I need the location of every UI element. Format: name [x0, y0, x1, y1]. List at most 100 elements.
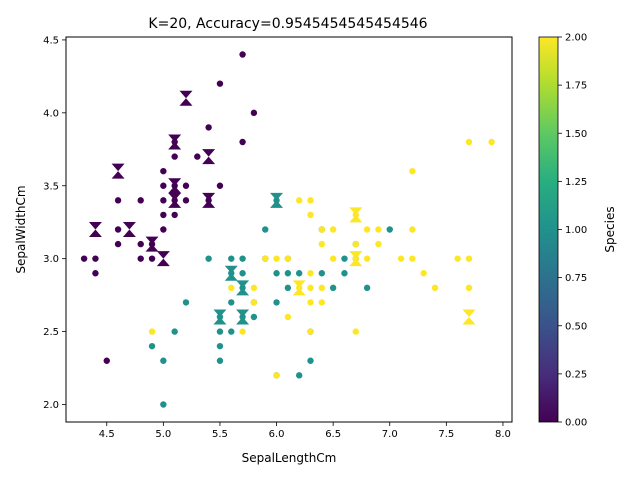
- scatter-point: [160, 182, 167, 189]
- y-tick-label: 4.0: [43, 108, 59, 119]
- hourglass-point: [213, 309, 227, 325]
- hourglass-point: [292, 280, 306, 296]
- hourglass-point: [168, 134, 182, 150]
- hourglass-point: [122, 222, 136, 237]
- scatter-point: [352, 211, 359, 219]
- scatter-point: [318, 299, 326, 306]
- scatter-point: [329, 255, 337, 262]
- scatter-point: [295, 270, 303, 277]
- hourglass-point: [224, 265, 238, 281]
- scatter-point: [329, 226, 337, 233]
- scatter-point: [114, 197, 122, 204]
- scatter-point: [273, 197, 280, 204]
- scatter-point: [92, 270, 99, 277]
- colorbar-tick-label: 1.50: [565, 129, 587, 140]
- scatter-point: [228, 328, 235, 335]
- scatter-point: [250, 109, 258, 117]
- scatter-point: [284, 255, 292, 262]
- scatter-point: [409, 167, 416, 175]
- scatter-point: [341, 255, 348, 262]
- colorbar-tick-label: 0.50: [565, 321, 587, 332]
- scatter-point: [148, 328, 156, 335]
- scatter-point: [363, 226, 371, 233]
- scatter-point: [239, 270, 246, 277]
- hourglass-point: [145, 236, 159, 252]
- plot-marks: [80, 51, 495, 408]
- scatter-point: [250, 299, 258, 306]
- scatter-point: [307, 197, 314, 204]
- scatter-point: [295, 197, 303, 204]
- scatter-point: [363, 284, 371, 292]
- scatter-point: [397, 255, 405, 262]
- scatter-point: [216, 328, 224, 335]
- hourglass-point: [202, 192, 216, 208]
- hourglass-point: [349, 251, 363, 267]
- scatter-point: [182, 197, 190, 204]
- scatter-point: [216, 342, 224, 350]
- hourglass-point: [270, 192, 284, 208]
- scatter-point: [307, 357, 314, 364]
- colorbar-ticks: 0.00 0.25 0.50 0.75 1.00 1.25 1.50 1.75 2.00: [558, 33, 587, 429]
- x-tick-label: 6.0: [269, 429, 285, 440]
- scatter-point: [160, 357, 167, 364]
- scatter-point: [409, 226, 416, 233]
- scatter-point: [386, 226, 393, 233]
- scatter-point: [318, 284, 326, 292]
- scatter-point: [194, 153, 201, 160]
- colorbar-label: Species: [603, 206, 617, 252]
- scatter-point: [80, 255, 88, 262]
- scatter-point: [363, 255, 371, 262]
- y-tick-label: 2.0: [43, 400, 59, 411]
- scatter-point: [239, 328, 246, 335]
- scatter-point: [250, 313, 258, 321]
- x-tick-label: 7.5: [438, 429, 454, 440]
- scatter-point: [284, 284, 292, 292]
- scatter-point: [137, 197, 144, 204]
- scatter-point: [216, 182, 224, 189]
- scatter-point: [307, 284, 314, 292]
- scatter-point: [239, 313, 246, 321]
- scatter-point: [103, 357, 110, 364]
- scatter-point: [205, 124, 212, 131]
- scatter-point: [284, 313, 292, 321]
- scatter-point: [114, 226, 122, 233]
- scatter-point: [239, 51, 246, 58]
- scatter-point: [318, 226, 326, 233]
- scatter-point: [160, 167, 167, 175]
- y-tick-label: 4.5: [43, 35, 59, 46]
- colorbar-tick-label: 1.75: [565, 81, 587, 92]
- scatter-point: [273, 299, 280, 306]
- colorbar-tick-label: 1.25: [565, 177, 587, 188]
- scatter-point: [465, 255, 473, 262]
- y-tick-label: 3.5: [43, 181, 59, 192]
- colorbar-tick-label: 2.00: [565, 33, 587, 44]
- scatter-point: [352, 328, 359, 335]
- hourglass-point: [349, 207, 363, 223]
- scatter-point: [465, 284, 473, 292]
- y-axis-label: SepalWidthCm: [14, 185, 28, 273]
- hourglass-point: [88, 222, 102, 237]
- scatter-point: [431, 284, 439, 292]
- scatter-point: [171, 211, 178, 219]
- scatter-point: [171, 328, 178, 335]
- scatter-point: [295, 372, 303, 379]
- hourglass-point: [168, 178, 182, 194]
- scatter-point: [171, 197, 178, 204]
- scatter-point: [318, 270, 326, 277]
- scatter-point: [92, 255, 99, 262]
- x-axis: 4.5 5.0 5.5 6.0 6.5 7.0 7.5 8.0: [99, 422, 511, 440]
- scatter-point: [205, 255, 212, 262]
- scatter-point: [375, 226, 382, 233]
- scatter-point: [239, 255, 246, 262]
- scatter-point: [307, 299, 314, 306]
- x-tick-label: 8.0: [495, 429, 511, 440]
- scatter-point: [228, 284, 235, 292]
- hourglass-point: [236, 280, 250, 296]
- scatter-point: [307, 328, 314, 335]
- scatter-point: [228, 270, 235, 277]
- scatter-point: [228, 255, 235, 262]
- colorbar-tick-label: 0.00: [565, 418, 587, 429]
- scatter-point: [284, 270, 292, 277]
- scatter-point: [205, 197, 212, 204]
